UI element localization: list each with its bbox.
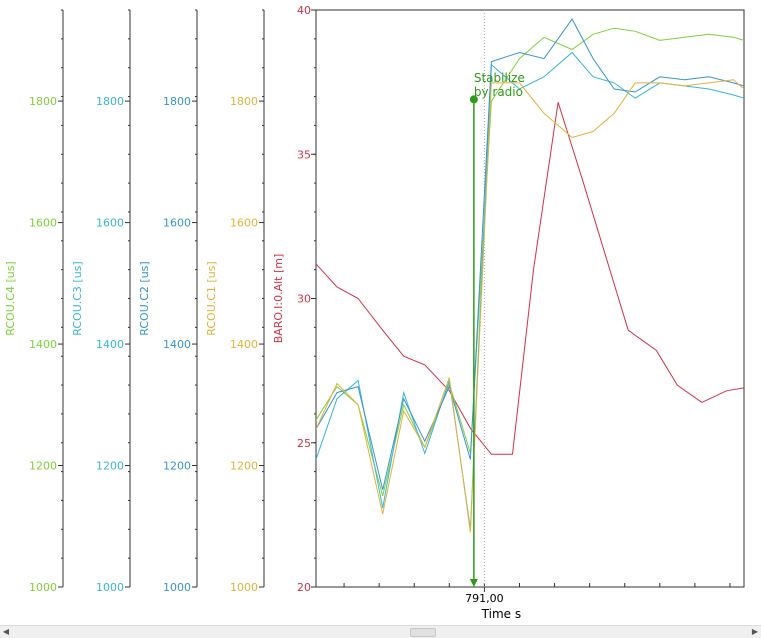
y-axis-3: 1000 1200 1400 1600 1800 RCOU.C2 [us] [138,9,198,594]
y-tick-label: 1400 [96,338,124,351]
mode-change-label: by radio [474,85,523,99]
y-tick-label: 40 [297,4,311,17]
series-line-rcou-c4 [316,27,744,497]
series-line-rcou-c1 [316,79,744,533]
scroll-right-arrow-icon[interactable]: ▶ [751,627,759,636]
y-tick-label: 25 [297,437,311,450]
y-tick-label: 1200 [29,460,57,473]
scroll-left-arrow-icon[interactable]: ◀ [2,627,10,636]
series-line-rcou-c2 [316,18,744,490]
x-tick-label: 791,00 [465,592,504,605]
horizontal-scrollbar[interactable]: ◀ ▶ [0,625,761,638]
y-tick-label: 1000 [29,581,57,594]
y-tick-label: 1600 [230,217,258,230]
y-axis-2: 1000 1200 1400 1600 1800 RCOU.C3 [us] [71,9,131,594]
x-axis: 791,00 Time s [343,583,731,621]
scroll-thumb[interactable] [410,628,436,637]
mode-change-arrow-icon [469,579,478,587]
y-tick-label: 1400 [163,338,191,351]
y-tick-label: 20 [297,581,311,594]
y-tick-label: 1400 [29,338,57,351]
series-line-baro-i-0-alt [316,102,744,455]
y-tick-label: 1800 [163,95,191,108]
y-tick-label: 1200 [230,460,258,473]
log-plot[interactable]: 1000 1200 1400 1600 1800 RCOU.C4 [us] 1000 1200… [0,0,761,625]
mode-change-label: Stabilize [474,71,525,85]
y-tick-label: 1800 [230,95,258,108]
y-axis-title: BARO.I:0.Alt [m] [272,254,285,344]
y-tick-label: 1800 [29,95,57,108]
y-axis-title: RCOU.C1 [us] [205,261,218,335]
y-tick-label: 1000 [163,581,191,594]
y-tick-label: 1600 [29,217,57,230]
y-axis-1: 1000 1200 1400 1600 1800 RCOU.C4 [us] [4,9,64,594]
y-axis-title: RCOU.C4 [us] [4,261,17,335]
y-tick-label: 1400 [230,338,258,351]
y-axis-4: 1000 1200 1400 1600 1800 RCOU.C1 [us] [205,9,265,594]
y-axis-5: 20 25 30 35 40 BARO.I:0.Alt [m] [272,4,317,594]
y-tick-label: 1200 [163,460,191,473]
y-tick-label: 1000 [230,581,258,594]
x-axis-title: Time s [481,607,521,621]
mode-change-dot-icon [469,95,478,104]
y-tick-label: 1000 [96,581,124,594]
y-tick-label: 35 [297,148,311,161]
y-tick-label: 1200 [96,460,124,473]
y-tick-label: 30 [297,293,311,306]
y-tick-label: 1600 [163,217,191,230]
y-tick-label: 1600 [96,217,124,230]
y-axis-title: RCOU.C2 [us] [138,261,151,335]
y-tick-label: 1800 [96,95,124,108]
y-axis-title: RCOU.C3 [us] [71,261,84,335]
chart-canvas[interactable]: 1000 1200 1400 1600 1800 RCOU.C4 [us] 1000 1200… [0,0,761,625]
